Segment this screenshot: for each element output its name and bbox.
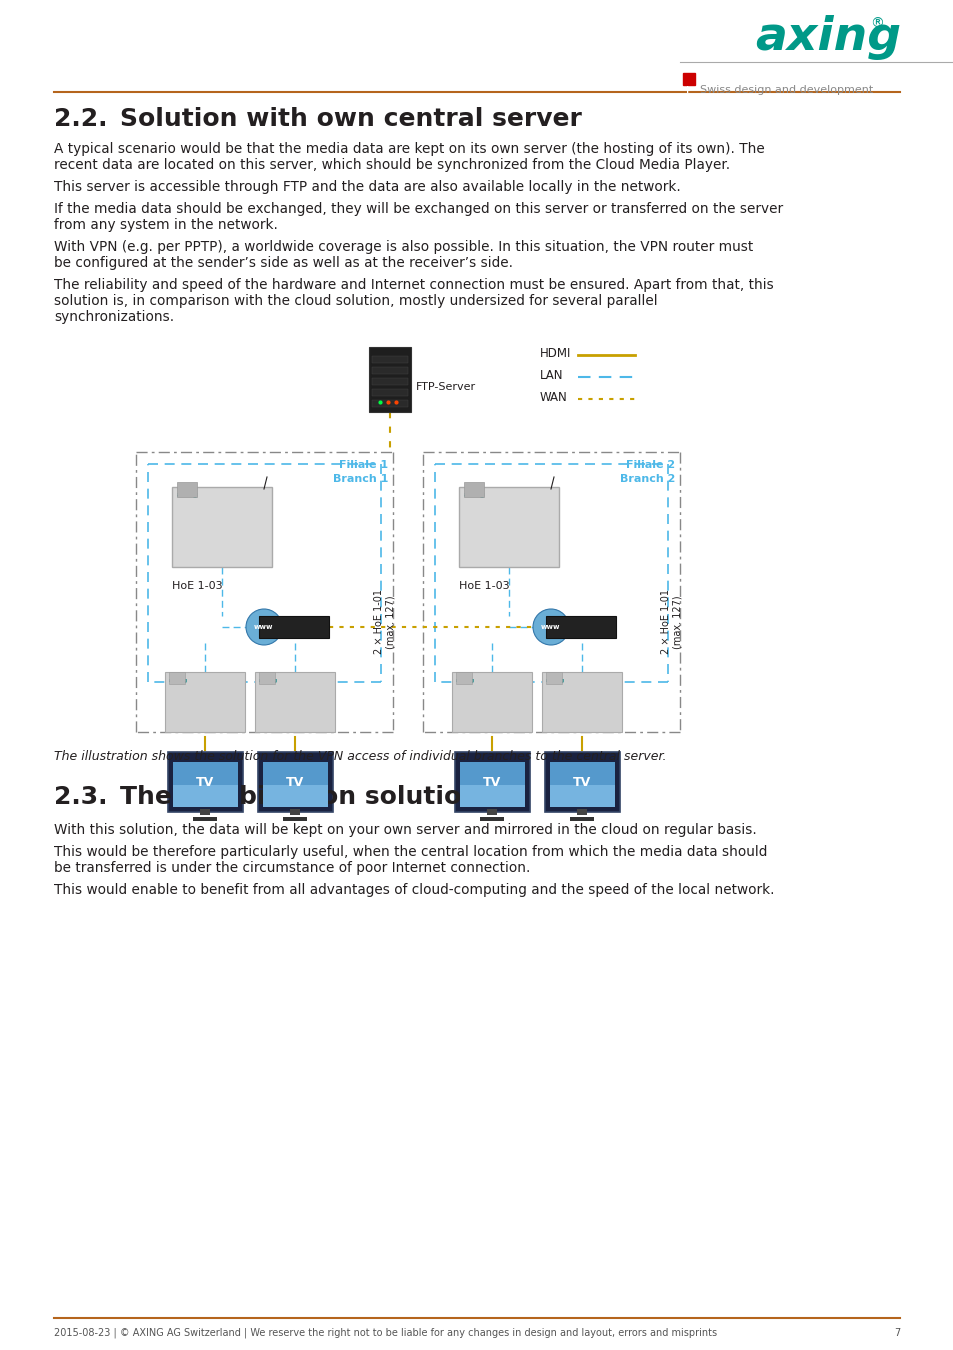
Bar [200, 809, 210, 815]
Bar [168, 752, 243, 811]
Text: +: + [682, 85, 692, 94]
Text: Branch 2: Branch 2 [619, 474, 675, 485]
Bar [263, 761, 328, 807]
Bar [254, 672, 335, 732]
Text: FTP-Server: FTP-Server [416, 382, 476, 391]
Text: HoE 1-03: HoE 1-03 [172, 580, 222, 591]
Text: solution is, in comparison with the cloud solution, mostly undersized for severa: solution is, in comparison with the clou… [54, 294, 657, 308]
Bar [459, 784, 524, 807]
Text: HoE 1-03: HoE 1-03 [458, 580, 509, 591]
Text: 2.2.: 2.2. [54, 107, 108, 131]
Text: axing: axing [177, 491, 198, 498]
Text: TV: TV [286, 775, 304, 788]
Bar [550, 784, 615, 807]
Text: Filiale 2: Filiale 2 [625, 460, 675, 470]
Bar [452, 672, 532, 732]
Bar [369, 347, 411, 412]
Bar [263, 784, 328, 807]
Text: axing: axing [456, 678, 475, 683]
Text: TV: TV [482, 775, 500, 788]
Text: be configured at the sender’s side as well as at the receiver’s side.: be configured at the sender’s side as we… [54, 256, 513, 270]
Circle shape [246, 609, 282, 645]
Text: LAN: LAN [539, 369, 563, 382]
Text: This would enable to benefit from all advantages of cloud-computing and the spee: This would enable to benefit from all ad… [54, 883, 774, 896]
Bar [165, 672, 245, 732]
Text: With this solution, the data will be kept on your own server and mirrored in the: With this solution, the data will be kep… [54, 824, 756, 837]
Bar [463, 482, 483, 497]
Text: TV: TV [195, 775, 213, 788]
Text: www: www [254, 624, 274, 630]
Text: The combination solution: The combination solution [120, 784, 478, 809]
Text: Solution with own central server: Solution with own central server [120, 107, 581, 131]
Bar [458, 487, 558, 567]
Bar [169, 672, 185, 684]
Text: Filiale 1: Filiale 1 [338, 460, 388, 470]
Bar [486, 809, 497, 815]
Bar [577, 809, 586, 815]
Text: Branch 1: Branch 1 [333, 474, 388, 485]
Text: 2015-08-23 | © AXING AG Switzerland | We reserve the right not to be liable for : 2015-08-23 | © AXING AG Switzerland | We… [54, 1328, 717, 1338]
Bar [455, 752, 530, 811]
Text: axing: axing [463, 491, 485, 498]
Bar [372, 400, 408, 406]
Text: TV: TV [572, 775, 591, 788]
Text: 2.3.: 2.3. [54, 784, 108, 809]
Text: HDMI: HDMI [539, 347, 571, 360]
Text: This server is accessible through FTP and the data are also available locally in: This server is accessible through FTP an… [54, 180, 680, 194]
Text: axing: axing [545, 678, 564, 683]
Text: The reliability and speed of the hardware and Internet connection must be ensure: The reliability and speed of the hardwar… [54, 278, 773, 292]
Text: WAN: WAN [539, 392, 567, 404]
Bar [258, 616, 329, 639]
Text: synchronizations.: synchronizations. [54, 310, 174, 324]
Bar [479, 817, 503, 821]
Bar [172, 761, 237, 807]
Bar [193, 817, 216, 821]
Bar [459, 761, 524, 807]
Bar [290, 809, 299, 815]
Bar [456, 672, 472, 684]
Text: ®: ® [869, 18, 882, 31]
Circle shape [533, 609, 568, 645]
Text: axing: axing [169, 678, 188, 683]
Text: 2 × HoE 1-01
(max. 127): 2 × HoE 1-01 (max. 127) [374, 590, 395, 655]
Bar [177, 482, 196, 497]
Text: A typical scenario would be that the media data are kept on its own server (the : A typical scenario would be that the med… [54, 142, 764, 157]
Text: This would be therefore particularly useful, when the central location from whic: This would be therefore particularly use… [54, 845, 766, 859]
Bar [257, 752, 333, 811]
Bar [372, 389, 408, 396]
Bar [172, 487, 272, 567]
Text: recent data are located on this server, which should be synchronized from the Cl: recent data are located on this server, … [54, 158, 729, 171]
Text: www: www [540, 624, 560, 630]
Bar [682, 73, 695, 85]
Bar [372, 378, 408, 385]
Bar [372, 367, 408, 374]
Bar [544, 752, 619, 811]
Text: axing: axing [258, 678, 278, 683]
Bar [569, 817, 594, 821]
Bar [283, 817, 307, 821]
Bar [550, 761, 615, 807]
Text: The illustration shows the solution for the VPN access of individual branches to: The illustration shows the solution for … [54, 751, 666, 763]
Bar [172, 784, 237, 807]
Bar [545, 672, 561, 684]
Text: from any system in the network.: from any system in the network. [54, 217, 277, 232]
Text: axing: axing [754, 15, 901, 59]
Text: 2 × HoE 1-01
(max. 127): 2 × HoE 1-01 (max. 127) [660, 590, 682, 655]
Text: 7: 7 [893, 1328, 899, 1338]
Text: With VPN (e.g. per PPTP), a worldwide coverage is also possible. In this situati: With VPN (e.g. per PPTP), a worldwide co… [54, 240, 753, 254]
Text: Swiss design and development: Swiss design and development [700, 85, 872, 94]
Text: be transferred is under the circumstance of poor Internet connection.: be transferred is under the circumstance… [54, 861, 530, 875]
Text: If the media data should be exchanged, they will be exchanged on this server or : If the media data should be exchanged, t… [54, 202, 782, 216]
Bar [545, 616, 616, 639]
Bar [541, 672, 621, 732]
Bar [372, 356, 408, 363]
Bar [258, 672, 274, 684]
